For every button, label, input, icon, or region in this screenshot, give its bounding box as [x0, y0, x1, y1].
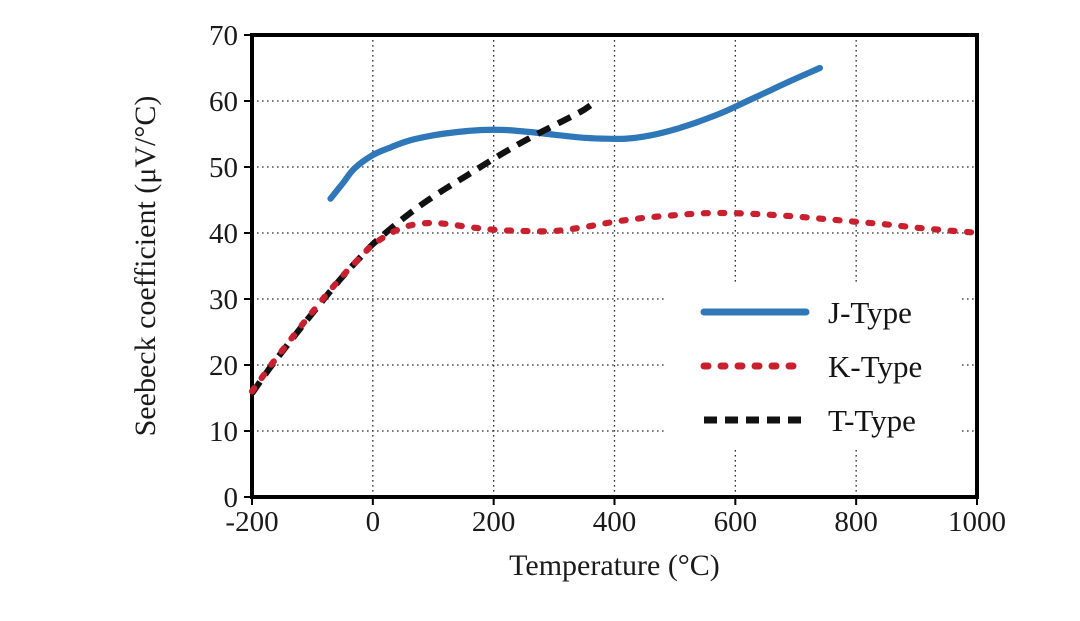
y-tick-label: 10 — [209, 416, 238, 448]
legend-item-j-type: J-Type — [700, 297, 961, 328]
legend: J-Type K-Type T-Type — [666, 285, 961, 447]
series-line-t-type — [249, 98, 599, 396]
x-tick-label: -200 — [225, 506, 278, 538]
series-line-k-type — [248, 209, 975, 395]
legend-label-t-type: T-Type — [828, 402, 916, 438]
y-tick-label: 40 — [209, 218, 238, 250]
x-tick-label: 600 — [714, 506, 758, 538]
x-tick-label: 400 — [593, 506, 637, 538]
y-tick-label: 50 — [209, 152, 238, 184]
series-line-j-type — [327, 64, 823, 202]
y-tick-label: 0 — [224, 482, 239, 514]
legend-item-t-type: T-Type — [700, 405, 961, 436]
j-type-line-sample — [700, 308, 810, 316]
legend-item-k-type: K-Type — [700, 351, 961, 382]
y-axis-title: Seebeck coefficient (μV/°C) — [129, 95, 162, 437]
x-tick-label: 1000 — [948, 506, 1006, 538]
legend-label-j-type: J-Type — [828, 294, 912, 330]
y-tick-label: 60 — [209, 86, 238, 118]
y-tick-label: 30 — [209, 284, 238, 316]
t-type-line-sample — [704, 416, 806, 424]
plot-frame — [250, 33, 979, 499]
x-tick-label: 200 — [472, 506, 516, 538]
x-tick-label: 0 — [366, 506, 381, 538]
legend-label-k-type: K-Type — [828, 348, 923, 384]
y-tick-label: 70 — [209, 20, 238, 52]
x-axis-title: Temperature (°C) — [509, 549, 720, 582]
y-tick-label: 20 — [209, 350, 238, 382]
x-tick-label: 800 — [834, 506, 878, 538]
k-type-line-sample — [700, 362, 810, 370]
